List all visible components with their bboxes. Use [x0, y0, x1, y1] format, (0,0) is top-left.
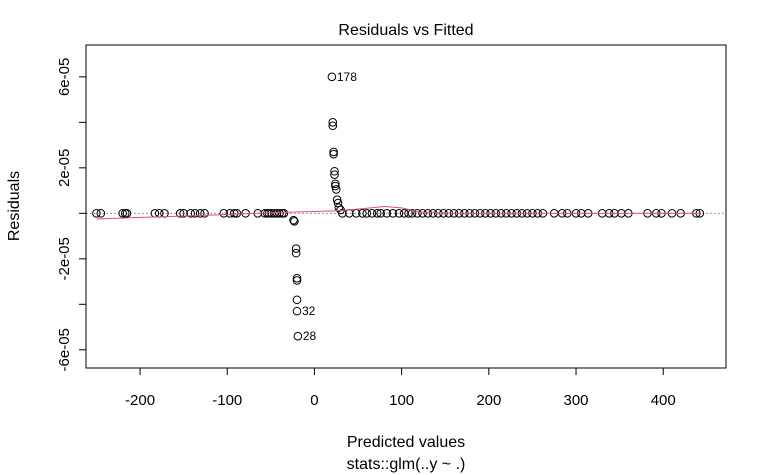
x-tick-label: -100: [212, 392, 242, 409]
data-point: [232, 209, 242, 218]
data-point: [388, 209, 398, 218]
data-point: [382, 209, 392, 218]
data-point: [290, 216, 299, 226]
data-point: [329, 147, 338, 157]
data-point: [200, 209, 209, 218]
smooth-line: [96, 205, 700, 220]
data-point: [291, 248, 301, 258]
y-tick-label: -2e-05: [56, 237, 73, 280]
data-point: [362, 209, 372, 218]
y-tick-label: -6e-05: [56, 328, 73, 371]
data-point: [338, 209, 347, 218]
data-point: [289, 215, 298, 225]
data-point: [186, 209, 195, 218]
data-point: [330, 170, 339, 179]
data-point: [331, 179, 340, 189]
plot-frame: [85, 44, 727, 369]
data-point: [332, 195, 342, 204]
data-point: [292, 306, 302, 316]
x-tick-label: 300: [564, 392, 589, 409]
data-point: [329, 149, 338, 159]
data-point: [358, 209, 367, 218]
data-point: [118, 209, 127, 218]
x-tick-label: 400: [651, 392, 676, 409]
data-point: [219, 209, 229, 218]
data-point: [92, 209, 101, 218]
data-point: [413, 209, 422, 218]
data-point: [331, 181, 340, 191]
y-tick-label: 6e-05: [56, 58, 73, 96]
data-point: [195, 209, 205, 218]
y-tick-label: 2e-05: [56, 149, 73, 187]
data-point: [229, 209, 239, 218]
data-point: [291, 244, 301, 253]
x-tick-label: 100: [389, 392, 414, 409]
data-point: [293, 331, 303, 341]
data-point: [372, 209, 382, 218]
x-axis-label: Predicted values: [347, 434, 465, 451]
data-point: [179, 209, 188, 218]
data-point: [175, 209, 185, 218]
data-point: [331, 185, 341, 194]
data-point: [328, 121, 338, 131]
x-axis-sublabel: stats::glm(..y ~ .): [347, 456, 466, 473]
x-tick-label: 0: [310, 392, 318, 409]
data-point: [275, 209, 284, 218]
data-point: [327, 72, 337, 82]
data-point: [418, 209, 427, 218]
data-point: [122, 209, 132, 218]
data-point: [328, 118, 338, 127]
data-point: [330, 166, 339, 176]
chart-title: Residuals vs Fitted: [338, 22, 473, 39]
data-point: [376, 209, 386, 218]
data-point: [428, 209, 438, 218]
data-point: [394, 209, 404, 218]
x-tick-label: 200: [476, 392, 501, 409]
data-point: [292, 276, 302, 285]
data-point: [225, 209, 235, 218]
x-tick-label: -200: [125, 392, 155, 409]
y-axis-label: Residuals: [6, 171, 23, 241]
data-point: [367, 209, 377, 218]
data-point: [272, 209, 282, 218]
point-label: 178: [337, 70, 357, 84]
data-point: [190, 209, 200, 218]
point-label: 32: [302, 304, 316, 318]
data-point: [423, 209, 433, 218]
data-point: [279, 209, 289, 218]
data-point: [407, 209, 417, 218]
point-label: 28: [303, 329, 317, 343]
data-point: [292, 295, 302, 305]
data-point: [96, 209, 106, 218]
data-point: [292, 273, 302, 283]
